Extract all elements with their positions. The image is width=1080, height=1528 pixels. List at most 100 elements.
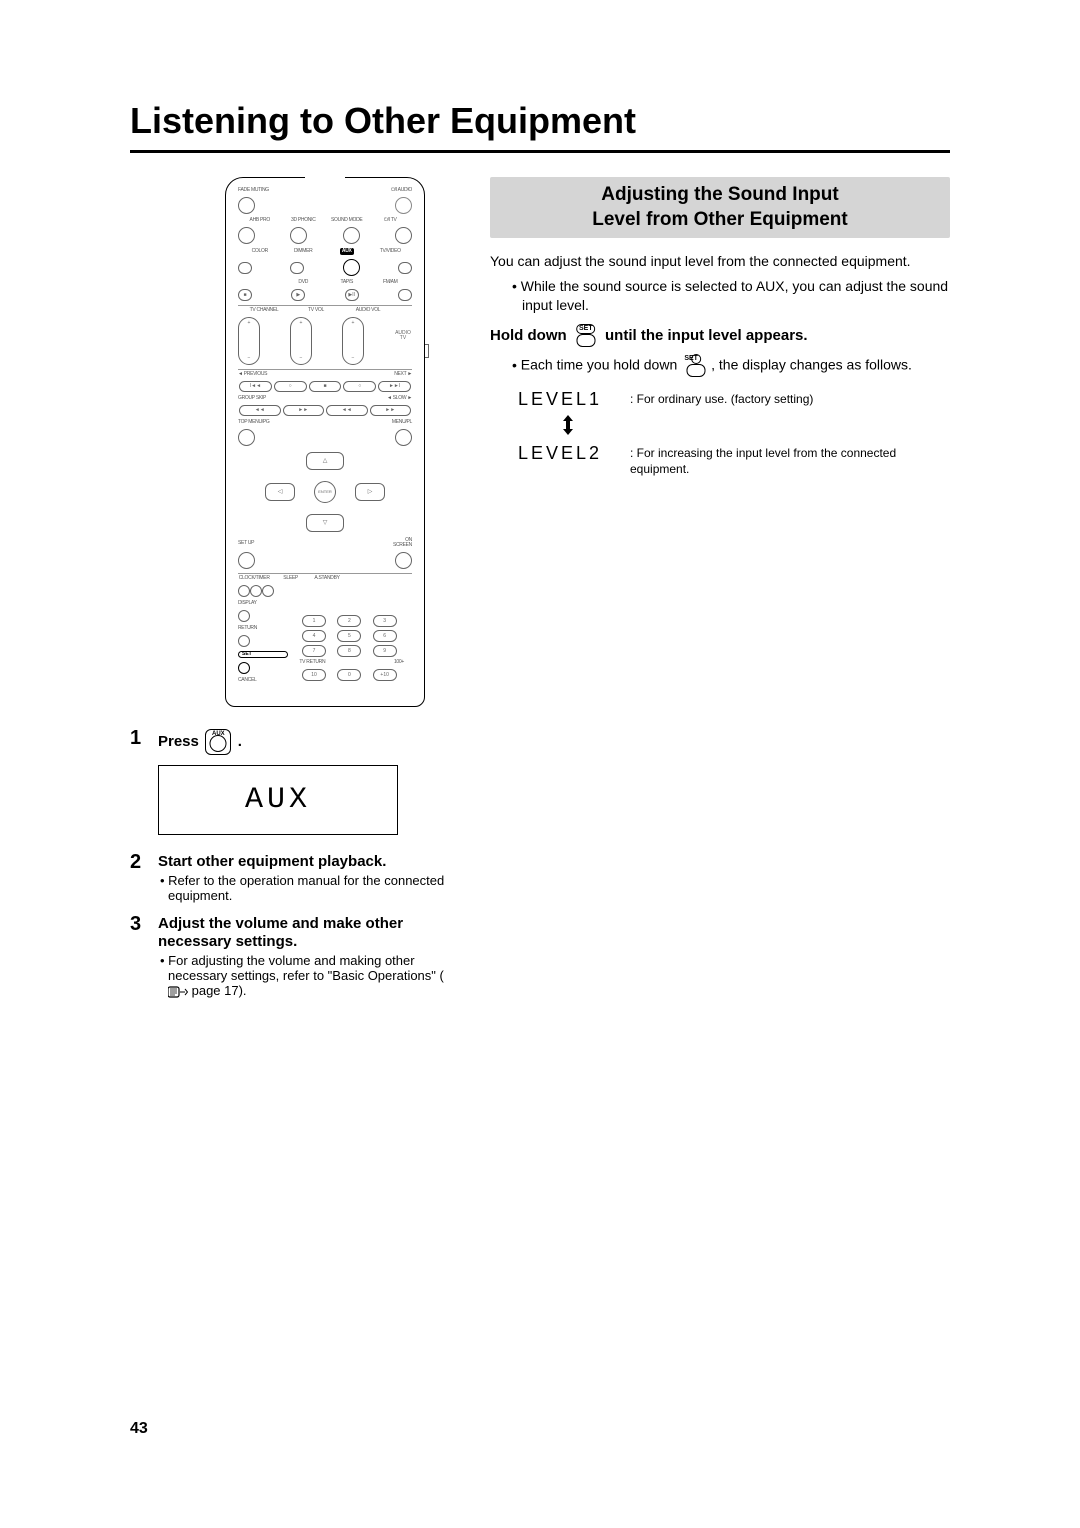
remote-label: MENU/PL: [325, 420, 412, 425]
remote-label: TV/VIDEO: [369, 249, 413, 254]
subhead: Hold down SET until the input level appe…: [490, 325, 950, 347]
step-1-text-suffix: .: [238, 733, 242, 750]
remote-label: AUDIO VOL: [342, 308, 394, 313]
remote-button: [238, 429, 255, 446]
remote-label: CLOCK/TIMER: [238, 576, 270, 581]
remote-label: TV RETURN: [294, 660, 331, 665]
remote-button: [395, 197, 412, 214]
remote-button: ◄◄: [239, 405, 281, 416]
remote-label: TAP/S: [325, 280, 369, 285]
remote-label: 100+: [367, 660, 404, 665]
level1-desc: : For ordinary use. (factory setting): [630, 389, 813, 408]
remote-button: [238, 585, 250, 597]
remote-button: ○: [343, 381, 376, 392]
updown-arrow-icon: [560, 414, 576, 436]
section-header: Adjusting the Sound Input Level from Oth…: [490, 177, 950, 238]
remote-label: GROUP SKIP: [238, 396, 325, 401]
remote-button: [395, 429, 412, 446]
remote-label: DIMMER: [282, 249, 326, 254]
remote-label: 3D PHONIC: [282, 218, 326, 223]
remote-button: [238, 610, 250, 622]
remote-label: ON SCREEN: [325, 538, 412, 548]
remote-label: TV CHANNEL: [238, 308, 290, 313]
remote-label: A.STANDBY: [311, 576, 343, 581]
remote-label: TOP MENU/PG: [238, 420, 325, 425]
remote-label: TV VOL: [290, 308, 342, 313]
remote-button: [395, 552, 412, 569]
level1-label: LEVEL1: [518, 389, 630, 410]
remote-button: [250, 585, 262, 597]
remote-set-label: SET: [238, 651, 288, 658]
intro-text: You can adjust the sound input level fro…: [490, 252, 950, 271]
step-number: 2: [130, 851, 158, 903]
bullet-2: Each time you hold down SET, the display…: [490, 355, 950, 377]
remote-label: NEXT ►: [325, 372, 412, 377]
remote-label: DISPLAY: [238, 601, 288, 606]
level2-desc: : For increasing the input level from th…: [630, 443, 950, 477]
remote-button: ►►: [283, 405, 325, 416]
remote-button: [238, 197, 255, 214]
remote-button: [398, 262, 412, 274]
set-button-icon: SET: [573, 325, 599, 347]
remote-numpad: 123 456 789: [302, 615, 402, 657]
remote-button: [238, 635, 250, 647]
remote-dpad: △ ◁ ENTER ▷ ▽: [265, 452, 385, 532]
remote-label: SOUND MODE: [325, 218, 369, 223]
remote-label: ◄ PREVIOUS: [238, 372, 325, 377]
remote-button: ○: [274, 381, 307, 392]
page-number: 43: [130, 1420, 148, 1438]
step-2-head: Start other equipment playback.: [158, 853, 386, 870]
step-2-note: Refer to the operation manual for the co…: [158, 873, 460, 903]
unit-display: AUX: [158, 765, 398, 835]
bullet-1: While the sound source is selected to AU…: [490, 277, 950, 315]
step-3-note: For adjusting the volume and making othe…: [158, 953, 460, 998]
remote-label: AUX: [325, 248, 369, 255]
remote-button: I◄◄: [239, 381, 272, 392]
remote-illustration: FADE MUTING ⏻/I AUDIO AHB PRO 3D PHONIC …: [225, 177, 425, 707]
remote-button: [238, 552, 255, 569]
remote-button: [238, 262, 252, 274]
remote-button: ■: [238, 289, 252, 301]
remote-rocker: +−: [290, 317, 312, 365]
remote-rocker: +−: [238, 317, 260, 365]
remote-label: FM/AM: [369, 280, 413, 285]
step-number: 3: [130, 913, 158, 998]
remote-button: [290, 227, 307, 244]
remote-button: [262, 585, 274, 597]
remote-button: ▶II: [345, 289, 359, 301]
remote-button: [398, 289, 412, 301]
page-ref-icon: [168, 986, 188, 998]
remote-button: ►►: [370, 405, 412, 416]
remote-aux-button: [343, 259, 360, 276]
display-text: AUX: [245, 783, 311, 817]
remote-label: SET UP: [238, 541, 325, 546]
title-rule: [130, 150, 950, 153]
remote-label: FADE MUTING: [238, 188, 282, 193]
remote-label: RETURN: [238, 626, 288, 631]
step-1-text-prefix: Press: [158, 733, 199, 750]
step-number: 1: [130, 727, 158, 755]
step-3-head: Adjust the volume and make other necessa…: [158, 915, 403, 950]
remote-label: SLEEP: [274, 576, 306, 581]
remote-button: [238, 227, 255, 244]
remote-label: CANCEL: [238, 678, 288, 683]
remote-button: ►►I: [378, 381, 411, 392]
remote-label: COLOR: [238, 249, 282, 254]
remote-rocker: +−: [342, 317, 364, 365]
remote-label: ⏻/I AUDIO: [369, 188, 413, 193]
remote-label: ◄ SLOW ►: [325, 396, 412, 401]
aux-button-icon: [205, 729, 231, 755]
remote-button: [343, 227, 360, 244]
remote-button: [395, 227, 412, 244]
remote-button: ▶: [291, 289, 305, 301]
remote-button: ◄◄: [326, 405, 368, 416]
remote-label: AHB PRO: [238, 218, 282, 223]
level2-label: LEVEL2: [518, 443, 630, 464]
remote-set-button: [238, 662, 250, 674]
page-title: Listening to Other Equipment: [130, 100, 950, 142]
remote-button: [290, 262, 304, 274]
remote-button: ■: [309, 381, 342, 392]
remote-label: ⏻/I TV: [369, 218, 413, 223]
remote-label: AUDIO TV: [394, 317, 412, 341]
set-button-icon: SET: [683, 355, 709, 377]
